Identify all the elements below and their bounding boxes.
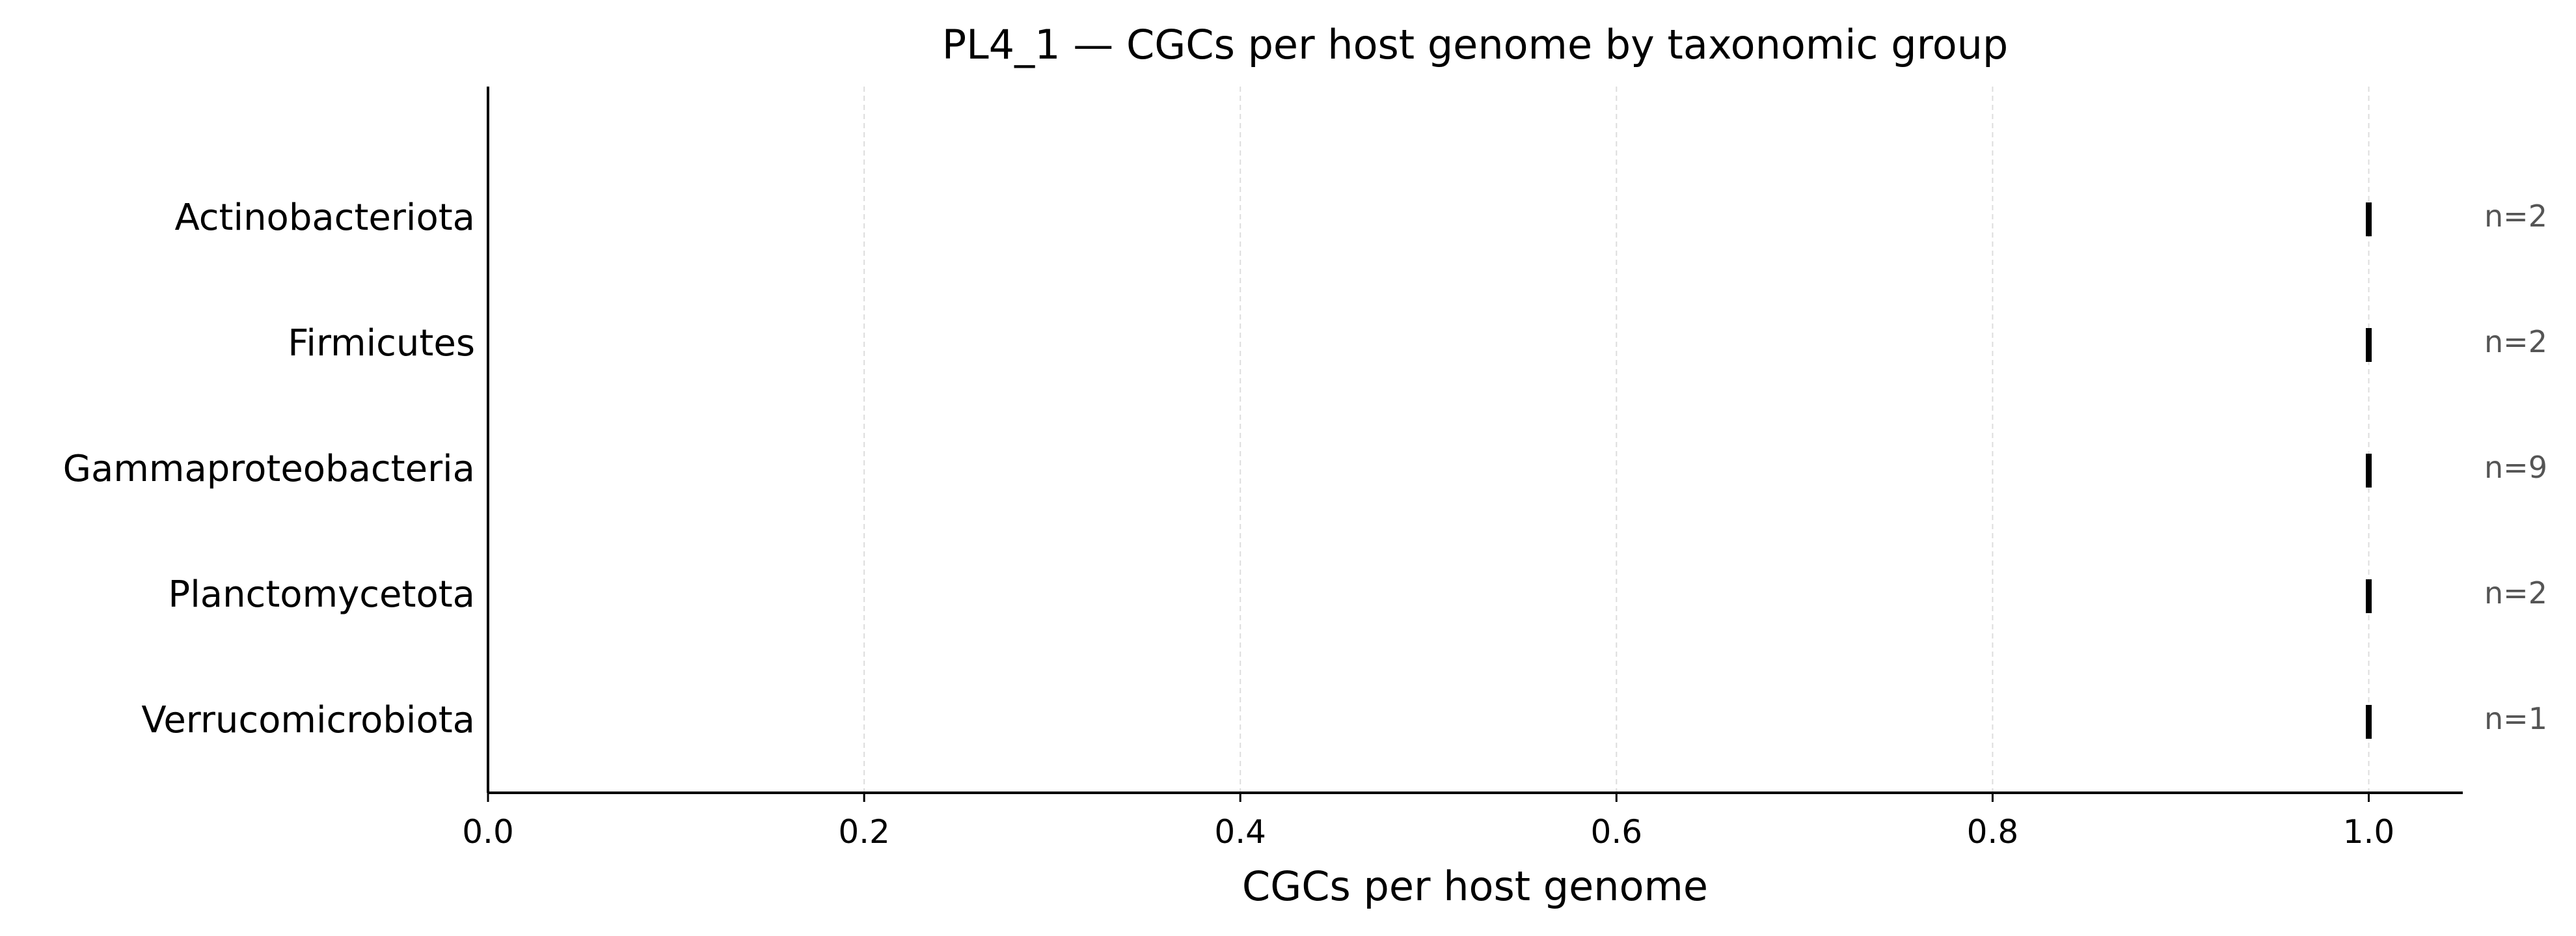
x-ticks: 0.0 0.2 0.4 0.6 0.8 1.0: [462, 793, 2394, 851]
x-axis-label: CGCs per host genome: [1242, 862, 1708, 910]
category-label: Verrucomicrobiota: [141, 699, 475, 741]
category-label: Actinobacteriota: [174, 197, 475, 239]
x-tick-label: 0.8: [1967, 813, 2019, 851]
count-label: n=2: [2484, 575, 2547, 611]
grid-layer: [863, 87, 2370, 793]
x-tick-label: 1.0: [2343, 813, 2395, 851]
x-tick-label: 0.0: [462, 813, 514, 851]
count-label: n=2: [2484, 199, 2547, 234]
count-labels: n=2 n=2 n=9 n=2 n=1: [2484, 199, 2547, 736]
chart-title: PL4_1 — CGCs per host genome by taxonomi…: [942, 21, 2009, 68]
count-label: n=2: [2484, 324, 2547, 359]
x-tick-label: 0.6: [1591, 813, 1643, 851]
category-label: Firmicutes: [288, 322, 475, 365]
count-label: n=9: [2484, 450, 2547, 485]
category-label: Gammaproteobacteria: [63, 448, 475, 490]
category-labels: Actinobacteriota Firmicutes Gammaproteobac…: [63, 197, 475, 741]
axes-layer: [487, 87, 2463, 794]
x-tick-label: 0.4: [1214, 813, 1266, 851]
x-tick-label: 0.2: [838, 813, 890, 851]
count-label: n=1: [2484, 701, 2547, 736]
category-label: Planctomycetota: [168, 573, 475, 616]
